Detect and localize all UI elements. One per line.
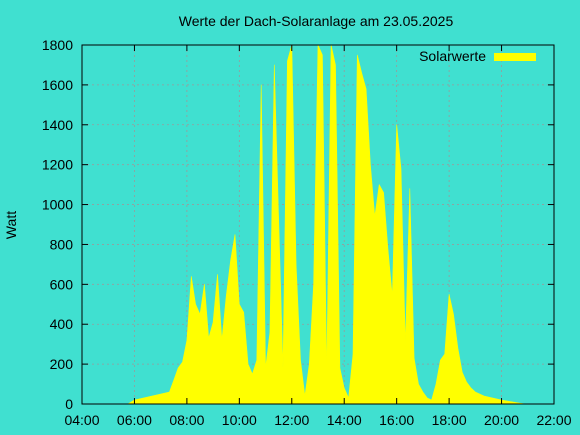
y-tick-label: 400 (50, 316, 74, 332)
x-tick-label: 14:00 (327, 412, 362, 428)
chart-title: Werte der Dach-Solaranlage am 23.05.2025 (179, 13, 454, 29)
y-tick-label: 0 (65, 396, 73, 412)
y-axis-label: Watt (3, 211, 19, 239)
x-tick-label: 16:00 (379, 412, 414, 428)
x-tick-label: 22:00 (536, 412, 571, 428)
y-tick-label: 800 (50, 236, 74, 252)
y-tick-label: 1600 (42, 77, 73, 93)
x-tick-label: 18:00 (432, 412, 467, 428)
y-tick-label: 200 (50, 356, 74, 372)
y-tick-label: 1400 (42, 117, 73, 133)
x-tick-label: 06:00 (117, 412, 152, 428)
x-tick-label: 08:00 (169, 412, 204, 428)
x-tick-label: 20:00 (484, 412, 519, 428)
y-tick-label: 600 (50, 276, 74, 292)
legend: Solarwerte (419, 48, 536, 64)
x-tick-label: 10:00 (222, 412, 257, 428)
y-tick-label: 1200 (42, 157, 73, 173)
y-tick-label: 1000 (42, 197, 73, 213)
x-tick-label: 12:00 (274, 412, 309, 428)
x-tick-label: 04:00 (64, 412, 99, 428)
plot-frame (81, 44, 555, 405)
legend-swatch (494, 53, 536, 61)
series-area-solarwerte (127, 44, 526, 405)
legend-label: Solarwerte (419, 48, 486, 64)
series-layer (127, 44, 526, 405)
axis-ticks: 04:00 06:00 08:00 10:00 12:00 14:00 16:00 18:00… (42, 37, 572, 428)
y-tick-label: 1800 (42, 37, 73, 53)
